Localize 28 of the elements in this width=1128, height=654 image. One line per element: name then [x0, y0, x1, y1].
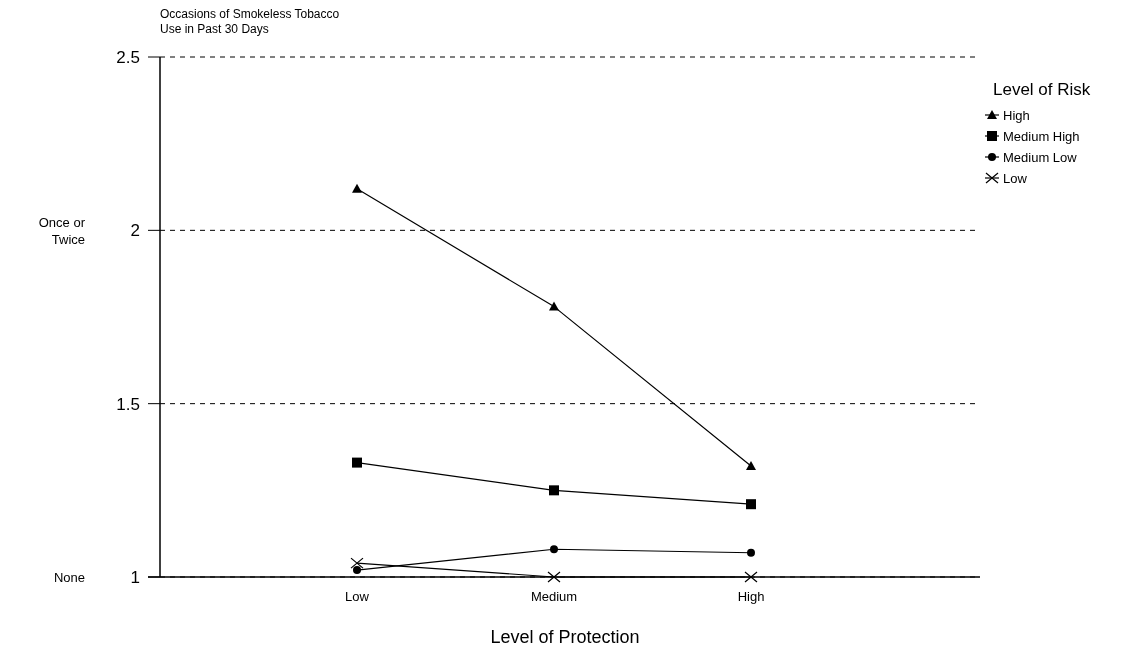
point: [352, 183, 362, 193]
x-tick-label: Low: [345, 589, 370, 604]
legend-label: High: [1003, 107, 1030, 123]
legend-label: Medium Low: [1003, 149, 1078, 165]
y-tick-label: 1.5: [116, 394, 140, 414]
legend-label: Medium High: [1003, 128, 1080, 144]
x-tick-label: Medium: [530, 589, 578, 604]
point: [746, 461, 756, 471]
y-tick-label: 1: [130, 567, 140, 587]
text: Once or Twice: [38, 214, 86, 247]
point: [747, 548, 755, 557]
point: [350, 557, 364, 569]
y-tick-label: 2.5: [116, 47, 140, 67]
point: [549, 485, 559, 496]
legend-title: Level of Risk: [993, 80, 1091, 99]
point: [746, 499, 756, 510]
point: [550, 545, 558, 554]
text: None: [53, 569, 85, 585]
legend-label: Low: [1003, 170, 1028, 186]
point: [353, 566, 361, 575]
x-axis-title: Level of Protection: [490, 627, 640, 647]
point: [549, 301, 559, 311]
point: [744, 571, 758, 583]
y-tick-label: 2: [130, 221, 140, 241]
point: [352, 457, 362, 468]
x-tick-label: High: [737, 589, 765, 604]
point: [547, 571, 561, 583]
y-axis-title: Occasions of Smokeless Tobacco Use in Past 30 Days: [160, 7, 340, 36]
